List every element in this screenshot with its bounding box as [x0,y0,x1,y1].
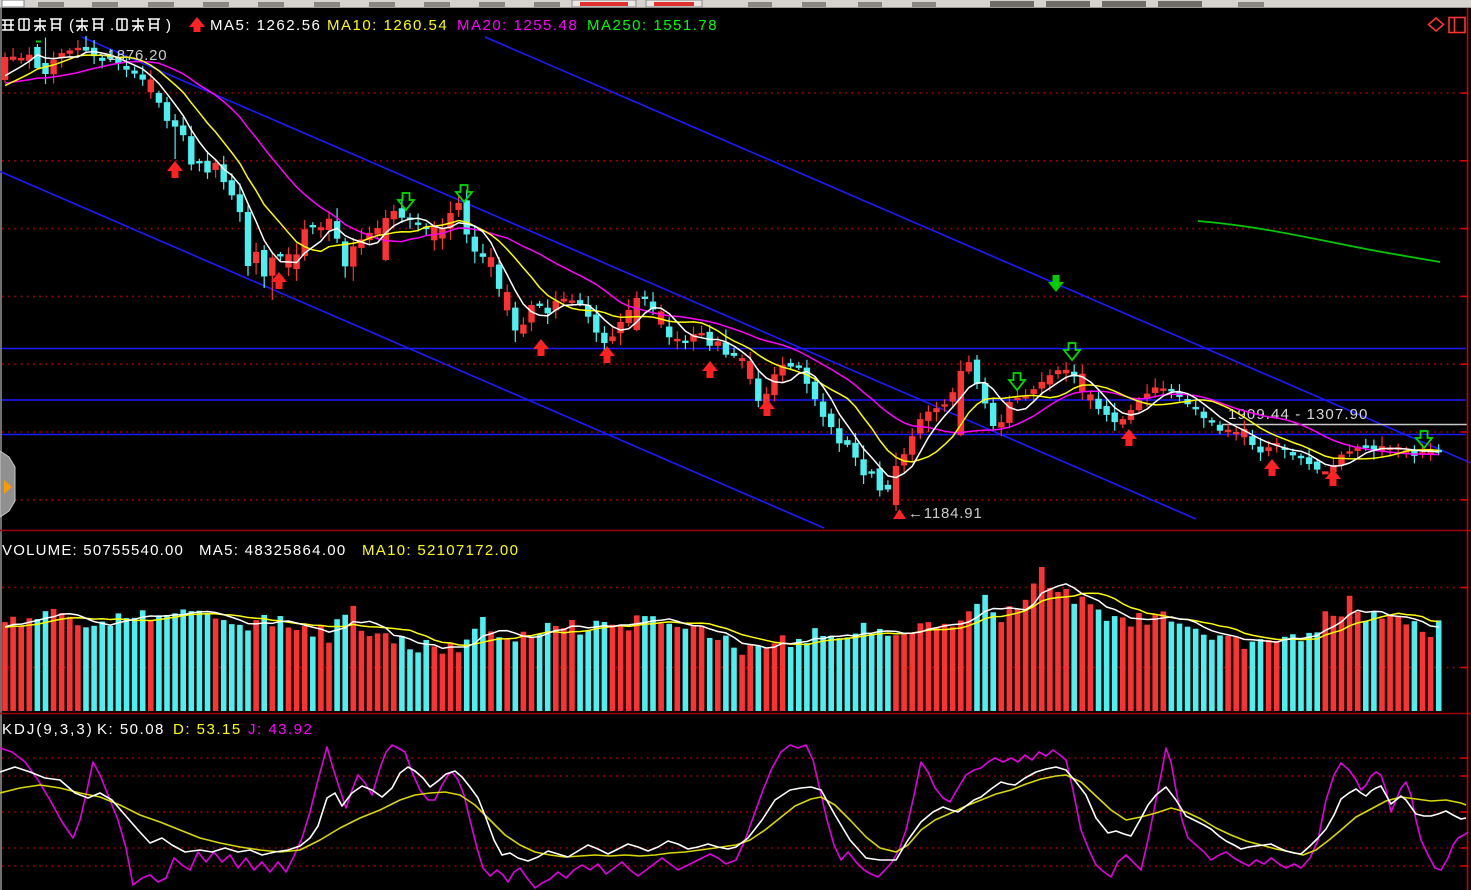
svg-text:1909.44 - 1307.90: 1909.44 - 1307.90 [1228,406,1368,423]
svg-text:VOLUME: 50755540.00: VOLUME: 50755540.00 [2,542,184,559]
svg-text:←1184.91: ←1184.91 [908,505,983,522]
svg-text:MA10: 1260.54: MA10: 1260.54 [327,17,448,34]
svg-text:MA5: 48325864.00: MA5: 48325864.00 [199,542,347,559]
svg-text:.: . [110,17,114,34]
svg-text:MA5: 1262.56: MA5: 1262.56 [210,17,321,34]
svg-text:J: 43.92: J: 43.92 [248,721,313,738]
svg-text:): ) [166,17,171,34]
svg-text:MA10: 52107172.00: MA10: 52107172.00 [362,542,519,559]
svg-text:K: 50.08: K: 50.08 [97,721,165,738]
svg-text:KDJ(9,3,3): KDJ(9,3,3) [2,721,94,738]
svg-text:MA20: 1255.48: MA20: 1255.48 [457,17,578,34]
svg-text:(: ( [69,17,74,34]
svg-text:D: 53.15: D: 53.15 [173,721,242,738]
svg-text:MA250: 1551.78: MA250: 1551.78 [587,17,718,34]
svg-text:~1876.20: ~1876.20 [98,47,167,64]
